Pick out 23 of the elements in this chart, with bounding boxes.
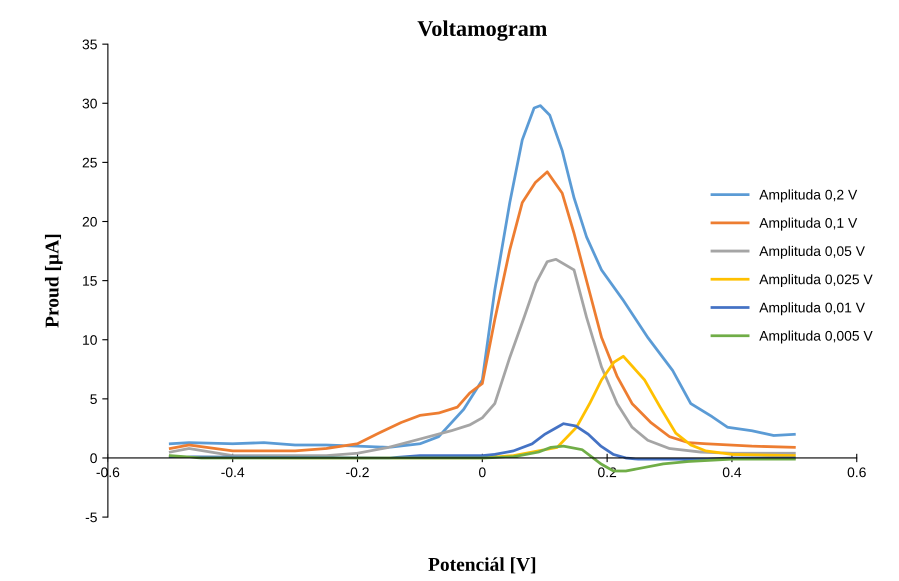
x-tick-label: -0.2 <box>346 467 369 478</box>
legend-label: Amplituda 0,01 V <box>759 302 865 316</box>
y-tick-label: 10 <box>83 335 97 345</box>
y-tick-label: 25 <box>82 158 97 168</box>
y-tick-label: 15 <box>83 276 97 286</box>
legend-label: Amplituda 0,005 V <box>759 330 873 344</box>
y-tick-label: 20 <box>82 216 97 227</box>
chart-title: Voltamogram <box>418 20 547 41</box>
legend-label: Amplituda 0,025 V <box>759 274 873 288</box>
y-tick-label: 30 <box>82 98 97 108</box>
x-tick-label: 0.4 <box>722 467 742 478</box>
x-tick-label: -0.4 <box>221 467 244 478</box>
y-tick-label: 0 <box>90 453 97 464</box>
x-tick-label: 0 <box>478 467 486 478</box>
y-axis-title: Proud [µA] <box>44 234 63 328</box>
y-tick-label: 5 <box>90 394 97 404</box>
legend-label: Amplituda 0,1 V <box>759 218 858 231</box>
x-axis-title: Potenciál [V] <box>428 557 536 574</box>
legend-label: Amplituda 0,05 V <box>759 246 865 259</box>
legend-label: Amplituda 0,2 V <box>759 189 858 202</box>
y-tick-label: -5 <box>86 512 97 522</box>
y-tick-label: 35 <box>82 39 97 50</box>
x-tick-label: 0.6 <box>848 467 866 478</box>
